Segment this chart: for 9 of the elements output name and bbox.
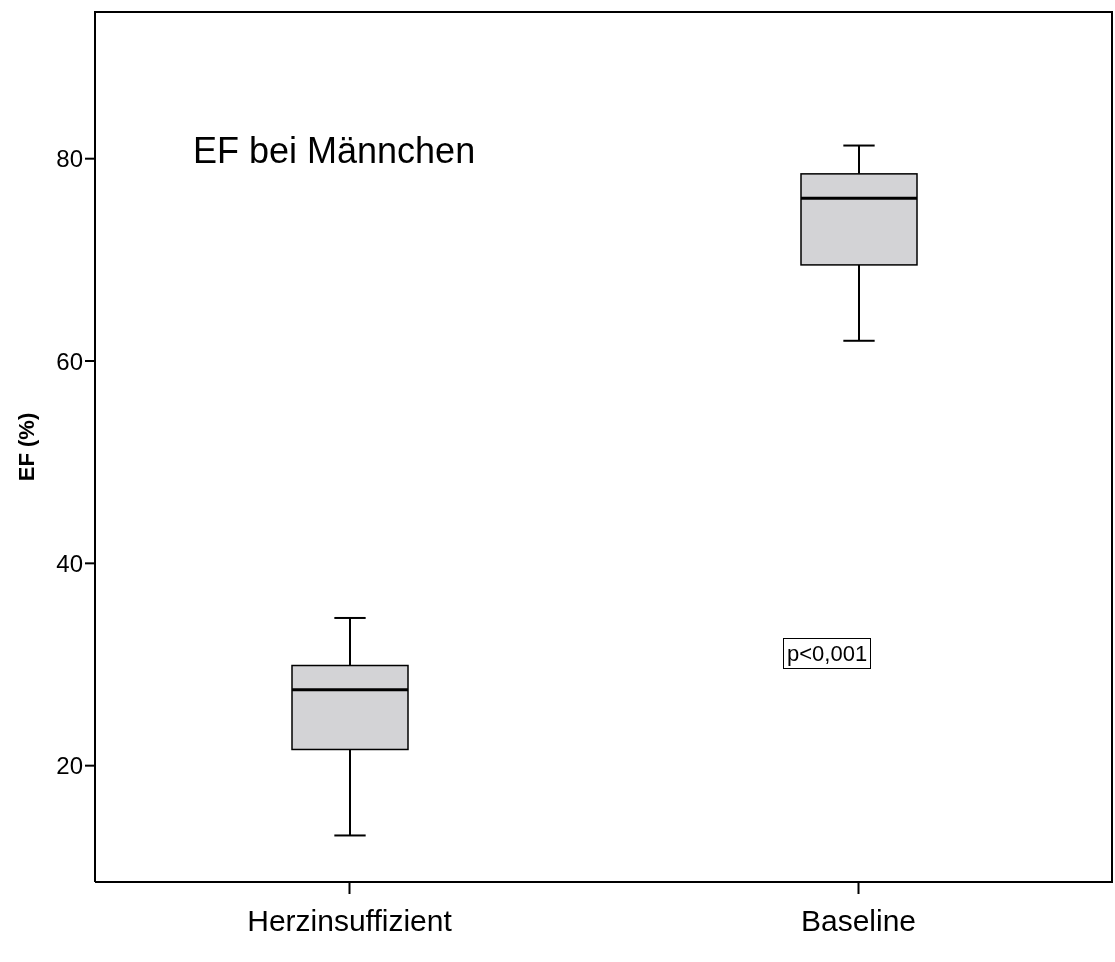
- y-tick-label: 60: [56, 347, 83, 375]
- x-tick-label: Baseline: [800, 904, 917, 938]
- annotation: p<0,001: [783, 638, 872, 669]
- y-tick-label: 80: [56, 145, 83, 173]
- y-tick-label: 20: [56, 752, 83, 780]
- x-tick-label: Herzinsuffizient: [247, 904, 453, 938]
- text: EF bei Männchen: [193, 130, 476, 172]
- y-tick-label: 40: [56, 549, 83, 577]
- y-axis-title: EF (%): [13, 412, 39, 482]
